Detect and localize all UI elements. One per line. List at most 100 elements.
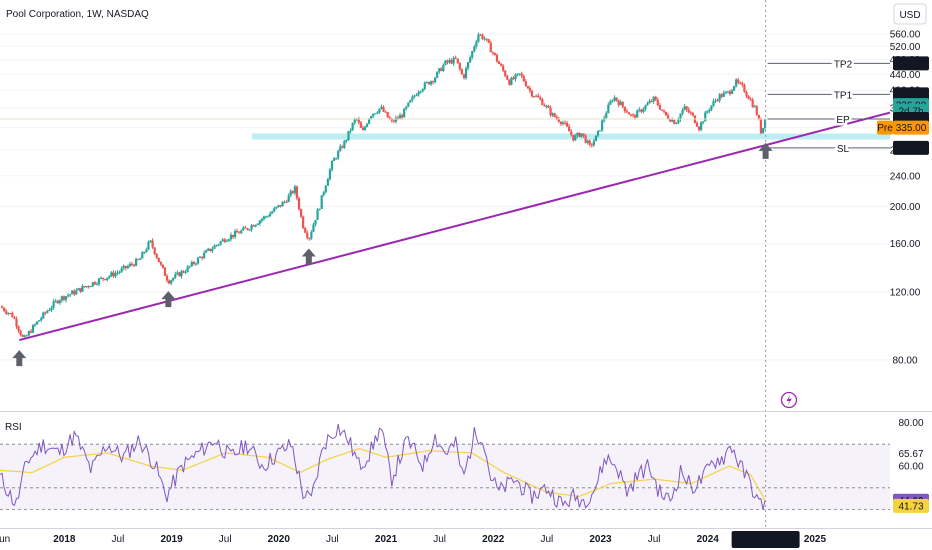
candle-body: [75, 290, 78, 295]
candle-body: [495, 54, 499, 62]
time-tick-label: Jul: [648, 534, 661, 545]
candle-body: [231, 234, 235, 237]
candle-body: [518, 73, 521, 75]
candle-body: [384, 111, 387, 113]
candle-body: [471, 51, 474, 58]
price-tag-label: 336.90: [896, 114, 927, 125]
candle-body: [438, 68, 441, 72]
candle-body: [390, 119, 393, 121]
candle-body: [623, 106, 626, 112]
time-tick-label: Jul: [112, 534, 125, 545]
candle-body: [343, 140, 346, 148]
lightning-icon[interactable]: [780, 391, 798, 409]
candle-body: [460, 69, 464, 75]
candle-body: [372, 113, 375, 117]
candle-body: [38, 320, 41, 322]
rsi-guides: [0, 443, 890, 511]
candle-body: [215, 245, 218, 247]
candle-body: [167, 280, 171, 284]
time-tick-label: 2025: [804, 534, 827, 545]
candle-body: [207, 248, 210, 251]
candle-body: [223, 239, 226, 242]
candle-body: [79, 288, 82, 292]
candle-body: [646, 103, 649, 106]
time-tick-label: 2019: [160, 534, 183, 545]
candle-body: [297, 198, 301, 210]
time-tick-label: 2024: [697, 534, 720, 545]
candle-body: [277, 205, 280, 207]
candle-body: [85, 286, 88, 288]
candle-body: [279, 205, 282, 207]
candle-body: [440, 68, 443, 71]
candle-body: [724, 91, 727, 93]
candle-body: [582, 133, 585, 136]
candle-body: [613, 97, 616, 101]
candle-body: [143, 252, 146, 254]
candle-body: [104, 279, 107, 281]
candle-body: [386, 111, 389, 118]
candle-body: [759, 119, 763, 134]
candle-body: [81, 286, 84, 292]
candle-body: [516, 73, 519, 75]
candle-body: [229, 234, 233, 240]
candle-body: [209, 248, 212, 251]
candle-body: [683, 106, 686, 110]
candle-body: [40, 318, 43, 321]
price-tag: [893, 140, 929, 155]
candle-body: [559, 121, 562, 124]
candle-body: [114, 273, 117, 277]
candle-body: [332, 158, 336, 161]
candle-body: [644, 105, 647, 110]
candle-body: [236, 230, 239, 233]
time-axis[interactable]: Jun 2018 Jul 2019 Jul 2020 Jul 2021 Jul 2022 Jul 20…: [0, 528, 932, 549]
main-pane[interactable]: TP2 TP1 EP SL 80.00 120.00 160.00 200.00 240.00…: [0, 0, 929, 530]
candle-body: [508, 79, 511, 85]
candle-body: [182, 271, 185, 273]
candle-body: [306, 232, 309, 238]
time-tick-label: Jul: [219, 534, 232, 545]
candle-body: [392, 120, 395, 122]
candle-body: [660, 109, 664, 111]
candle-body: [233, 230, 237, 237]
candle-body: [627, 112, 631, 115]
candle-body: [52, 301, 55, 308]
candle-body: [586, 140, 589, 143]
time-tick-label: Jun: [0, 534, 10, 545]
candle-body: [545, 105, 548, 107]
price-tag-label: 469.75: [896, 59, 927, 70]
candle-body: [700, 122, 703, 130]
candle-body: [436, 71, 439, 78]
candle-body: [163, 267, 167, 276]
candle-body: [25, 335, 28, 337]
price-axis[interactable]: 80.00120.00160.00200.00240.00280.00320.0…: [890, 29, 921, 366]
level-label: SL: [837, 144, 850, 155]
candle-body: [184, 271, 187, 273]
candle-body: [458, 63, 461, 70]
candle-body: [302, 216, 305, 229]
price-tick-label: 80.00: [892, 355, 917, 366]
horizontal-levels: TP2 TP1 EP SL: [0, 0, 890, 530]
candle-body: [675, 122, 678, 124]
price-tick-label: 200.00: [890, 202, 921, 213]
candle-body: [469, 57, 472, 63]
candle-body: [704, 112, 707, 122]
candle-body: [0, 306, 4, 309]
candle-body: [320, 195, 323, 209]
candle-body: [196, 257, 200, 264]
candle-body: [673, 119, 676, 124]
candle-body: [444, 60, 447, 65]
currency-button[interactable]: USD: [893, 3, 927, 25]
candle-body: [615, 97, 618, 101]
trendline: [19, 111, 891, 342]
candle-body: [561, 122, 565, 124]
candle-body: [419, 91, 422, 93]
candle-body: [299, 209, 303, 217]
candle-body: [730, 90, 734, 94]
candle-body: [335, 158, 338, 160]
candle-body: [493, 52, 497, 55]
candle-body: [227, 239, 230, 241]
rsi-tag: [893, 498, 929, 513]
